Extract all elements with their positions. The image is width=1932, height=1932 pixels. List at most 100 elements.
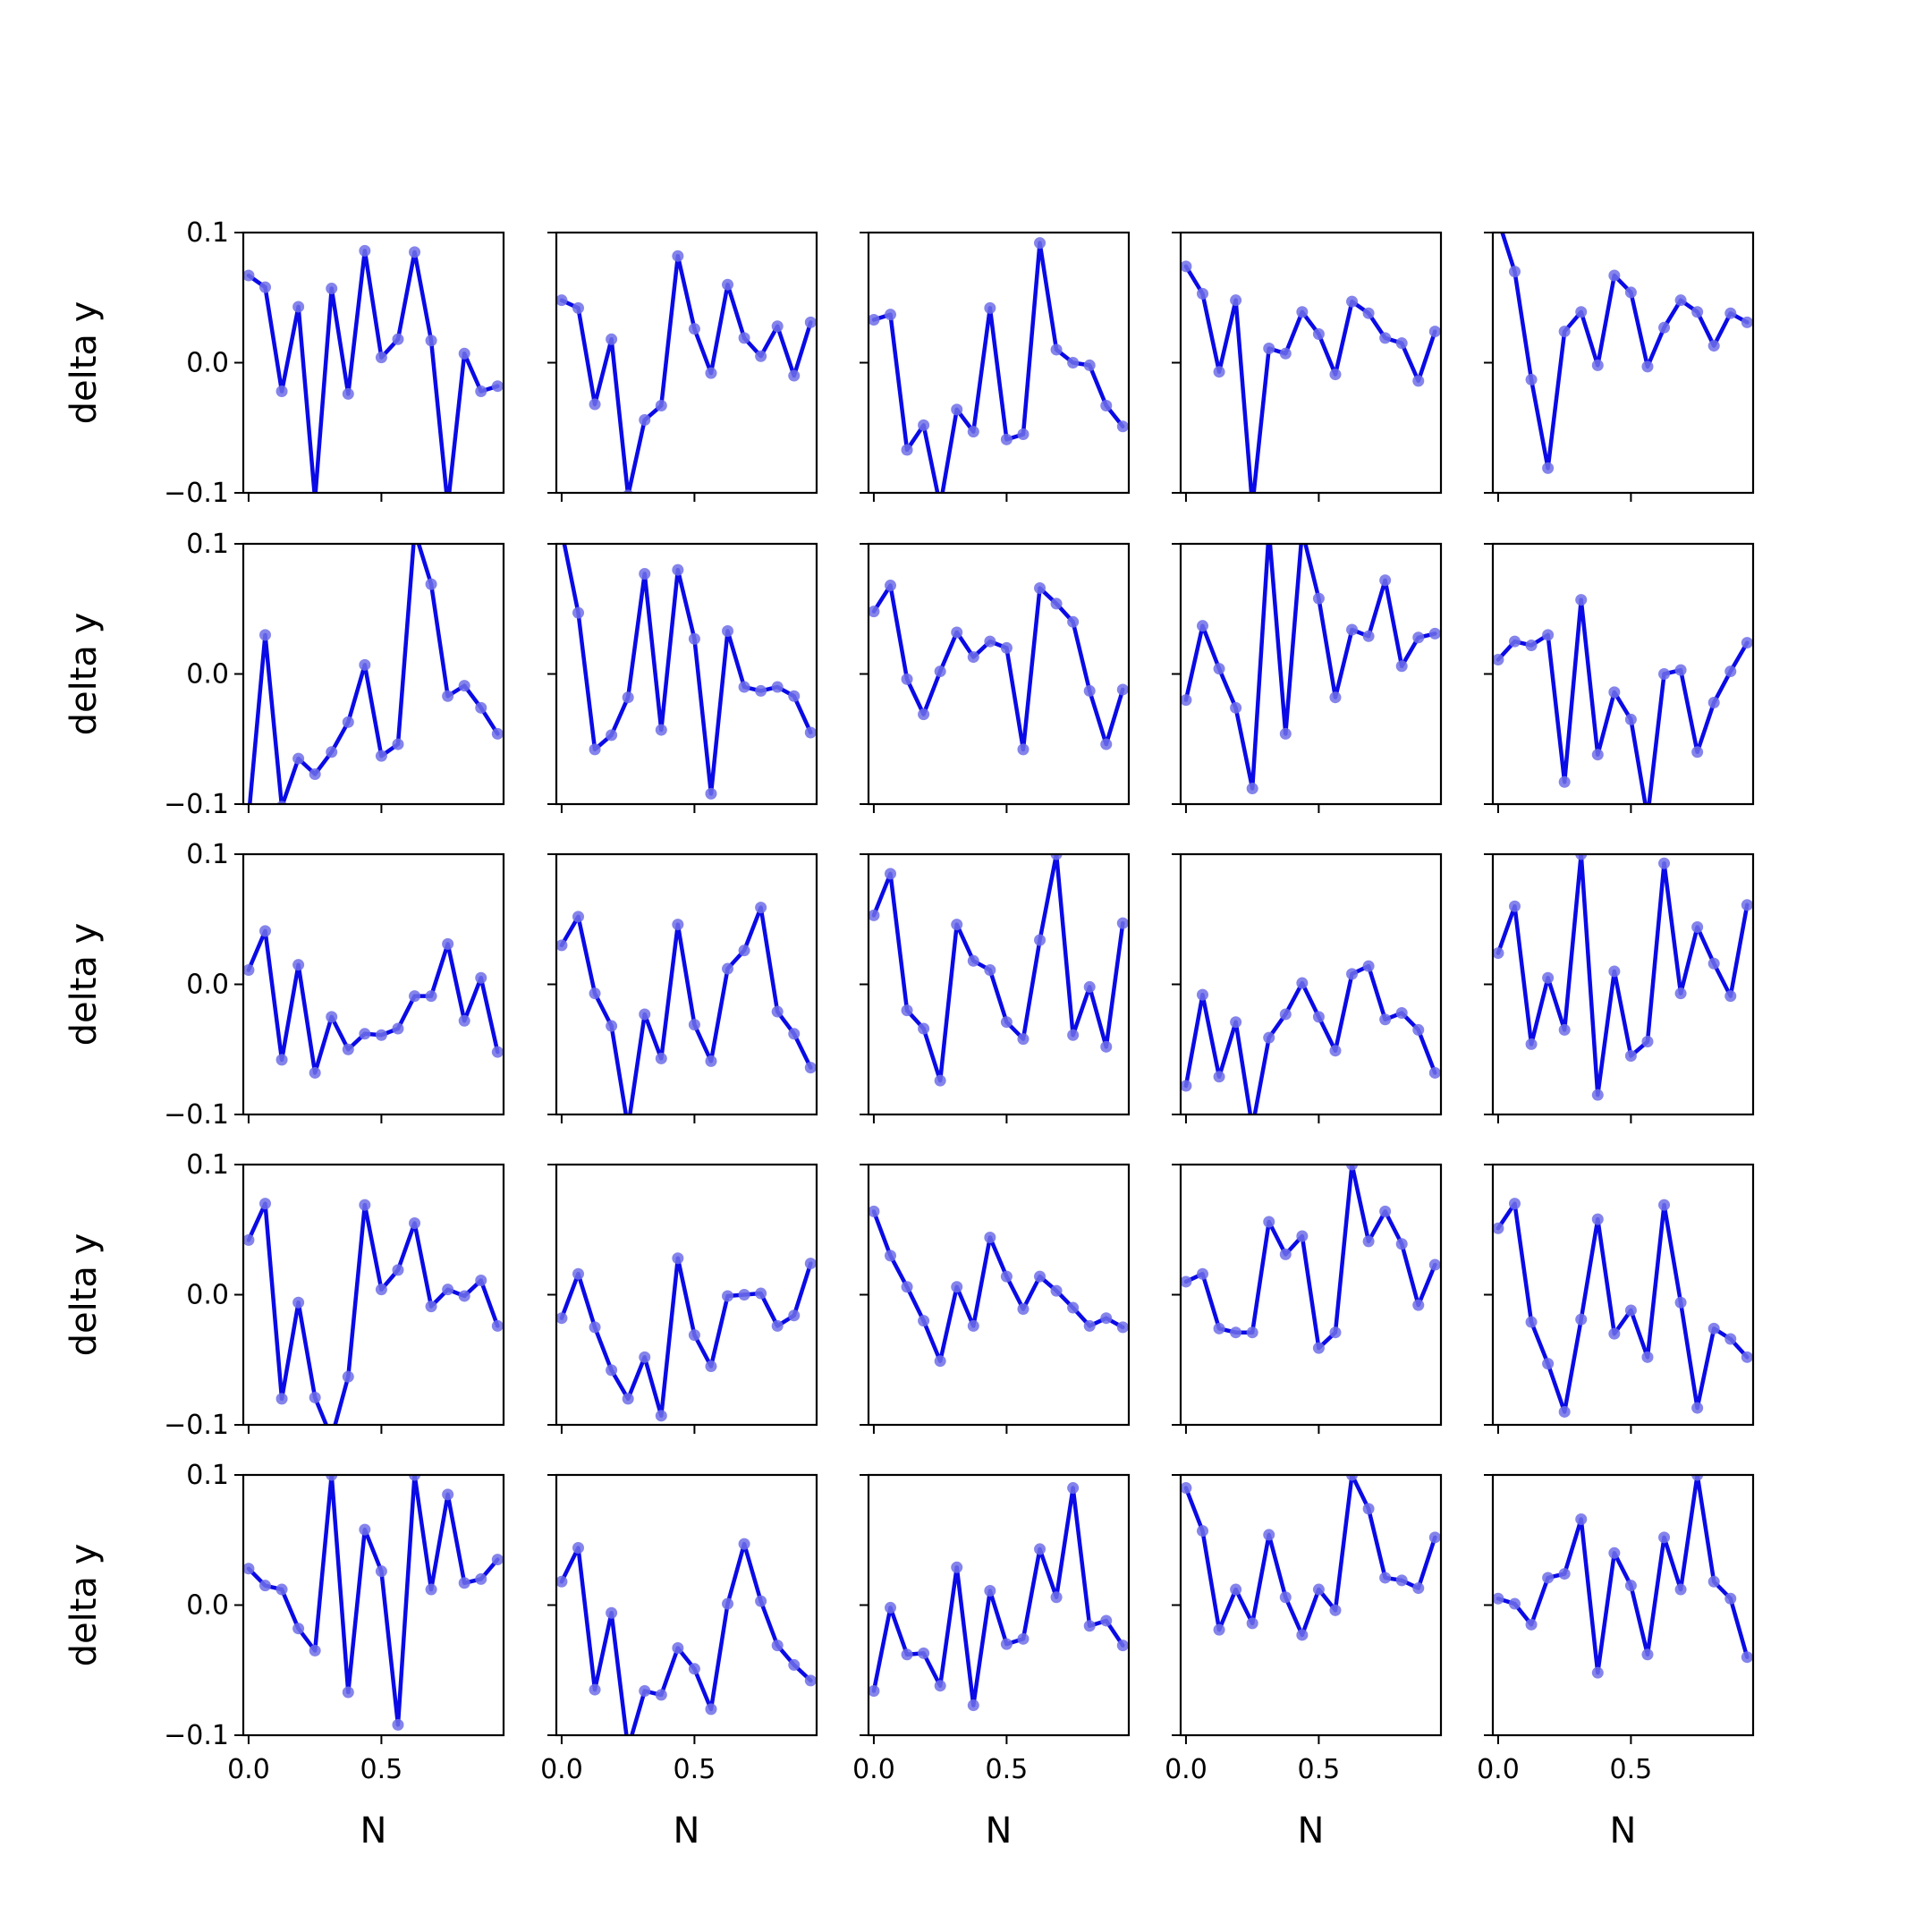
data-point <box>1362 1503 1375 1515</box>
series-data <box>1500 233 1753 474</box>
data-point <box>1379 1572 1392 1584</box>
data-point <box>1346 1165 1359 1171</box>
series-data <box>869 854 1129 1087</box>
data-point <box>1181 260 1192 273</box>
data-point <box>1542 462 1555 474</box>
data-point <box>771 1319 784 1332</box>
data-point <box>1296 977 1309 989</box>
data-point <box>918 1647 930 1659</box>
y-tick-label: −0.1 <box>164 789 229 820</box>
data-point <box>1558 1023 1571 1036</box>
data-point <box>1493 1592 1504 1605</box>
data-point <box>918 708 930 721</box>
subplot-r3-c5 <box>1484 852 1755 1123</box>
data-point <box>243 269 255 282</box>
data-point <box>804 1674 817 1687</box>
series-line <box>1496 854 1750 1097</box>
axes-frame <box>1491 231 1755 495</box>
axes-frame <box>555 1473 818 1737</box>
data-point <box>639 1351 651 1363</box>
data-point <box>392 738 404 750</box>
data-point <box>1412 1023 1425 1036</box>
data-point <box>722 962 734 975</box>
data-point <box>1312 1583 1325 1596</box>
subplot-r2-c1: −0.1 0.0 0.1 delta y <box>64 529 505 820</box>
data-point <box>1050 1591 1063 1604</box>
axes-frame <box>242 852 505 1116</box>
data-point <box>1100 1040 1113 1053</box>
data-point <box>1181 1275 1192 1288</box>
series-line <box>871 583 1125 752</box>
data-point <box>1525 1316 1538 1328</box>
series-data <box>1181 544 1441 795</box>
data-point <box>722 624 734 637</box>
data-point <box>1525 639 1538 651</box>
data-point <box>1658 668 1671 680</box>
data-point <box>1181 1482 1192 1495</box>
data-point <box>1100 738 1113 750</box>
data-point <box>967 1699 979 1712</box>
data-point <box>1691 1475 1704 1481</box>
data-point <box>491 1319 504 1332</box>
data-point <box>1213 663 1225 675</box>
data-point <box>1641 811 1653 823</box>
data-point <box>243 963 255 976</box>
data-point <box>984 1584 996 1597</box>
axes-frame <box>867 1473 1131 1737</box>
data-point <box>688 1663 700 1675</box>
data-point <box>1379 332 1392 344</box>
data-point <box>688 1019 700 1031</box>
series-line <box>246 1475 500 1727</box>
data-point <box>342 1370 354 1383</box>
data-point <box>1034 1270 1046 1283</box>
data-point <box>1575 306 1588 318</box>
series-line <box>562 544 813 796</box>
y-axis-label: delta y <box>64 1233 105 1357</box>
data-point <box>705 787 717 800</box>
data-point <box>359 1028 371 1040</box>
data-point <box>1608 1546 1621 1559</box>
data-point <box>1428 326 1441 338</box>
data-point <box>572 301 584 314</box>
data-point <box>934 1074 946 1087</box>
y-tick-label: 0.0 <box>186 1280 229 1311</box>
subplot-r2-c4 <box>1172 542 1443 813</box>
data-point <box>1246 1326 1258 1339</box>
data-point <box>1312 1342 1325 1354</box>
data-point <box>1296 306 1309 318</box>
data-point <box>292 301 305 313</box>
data-point <box>1591 1089 1604 1101</box>
data-point <box>885 1601 896 1614</box>
data-point <box>1542 1358 1555 1370</box>
data-point <box>1707 1322 1720 1335</box>
data-point <box>442 500 453 512</box>
data-point <box>934 665 946 678</box>
data-point <box>259 1198 271 1210</box>
data-point <box>869 606 880 618</box>
subplot-r4-c1: −0.1 0.0 0.1 delta y <box>64 1149 505 1441</box>
data-point <box>1658 321 1671 334</box>
data-point <box>1083 1319 1096 1332</box>
data-point <box>556 1312 568 1325</box>
data-point <box>705 1055 717 1067</box>
subplot-r2-c5 <box>1484 542 1755 823</box>
data-point <box>1542 1572 1555 1584</box>
data-point <box>409 990 421 1003</box>
data-point <box>722 278 734 291</box>
data-point <box>1116 917 1129 929</box>
series-data <box>1493 1475 1753 1679</box>
data-point <box>458 1290 470 1302</box>
data-point <box>1691 1402 1704 1414</box>
data-point <box>755 684 767 697</box>
data-point <box>1428 1066 1441 1079</box>
data-point <box>935 500 946 512</box>
data-point <box>984 635 996 648</box>
subplot-r2-c2 <box>547 542 818 813</box>
data-point <box>442 937 454 950</box>
data-point <box>1329 1604 1342 1616</box>
data-point <box>409 246 421 258</box>
data-point <box>1000 433 1013 445</box>
data-point <box>1575 594 1588 606</box>
data-point <box>1542 629 1555 641</box>
series-line <box>1496 1201 1750 1414</box>
